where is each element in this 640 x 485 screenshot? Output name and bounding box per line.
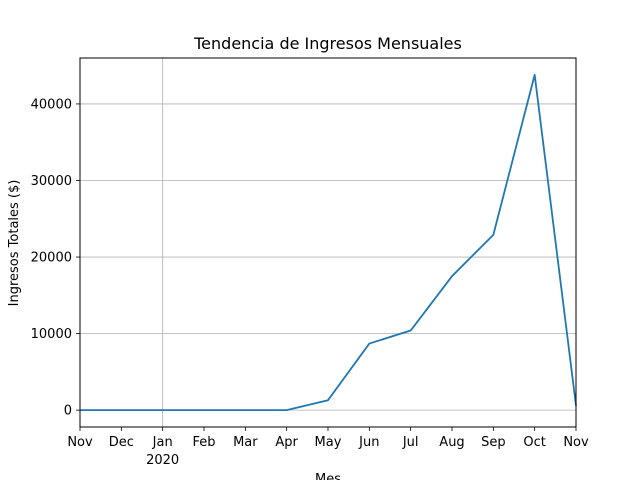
y-axis-ticks: 0 10000 20000 30000 40000 [31,97,80,419]
x-axis-ticks: Nov Dec Jan Feb Mar Apr May Jun Jul Aug Sep Oct Nov 2… [67,427,589,468]
y-tick-label: 10000 [31,327,72,342]
y-tick-label: 20000 [31,251,72,266]
series-layer [80,73,577,412]
x-axis-label: Mes [315,472,341,480]
series-line [80,73,577,412]
x-tick-label: Feb [192,435,215,450]
x-tick-label: Jan [152,435,173,450]
x-tick-label: Oct [523,435,545,450]
y-axis-label: Ingresos Totales ($) [7,180,22,307]
x-year-label: 2020 [146,453,179,468]
grid-layer [80,58,576,427]
x-tick-label: Sep [481,435,506,450]
x-tick-label: Nov [563,435,589,450]
x-tick-label: Jun [358,435,379,450]
x-tick-label: Aug [439,435,464,450]
plot-frame [79,57,577,428]
x-tick-label: Dec [109,435,134,450]
x-tick-label: Mar [233,435,258,450]
y-tick-label: 40000 [31,97,72,112]
y-tick-label: 0 [64,404,72,419]
x-tick-label: Jul [402,435,419,450]
x-tick-label: May [315,435,342,450]
x-tick-label: Apr [275,435,298,450]
x-tick-label: Nov [67,435,93,450]
y-tick-label: 30000 [31,174,72,189]
chart-title: Tendencia de Ingresos Mensuales [193,34,462,53]
